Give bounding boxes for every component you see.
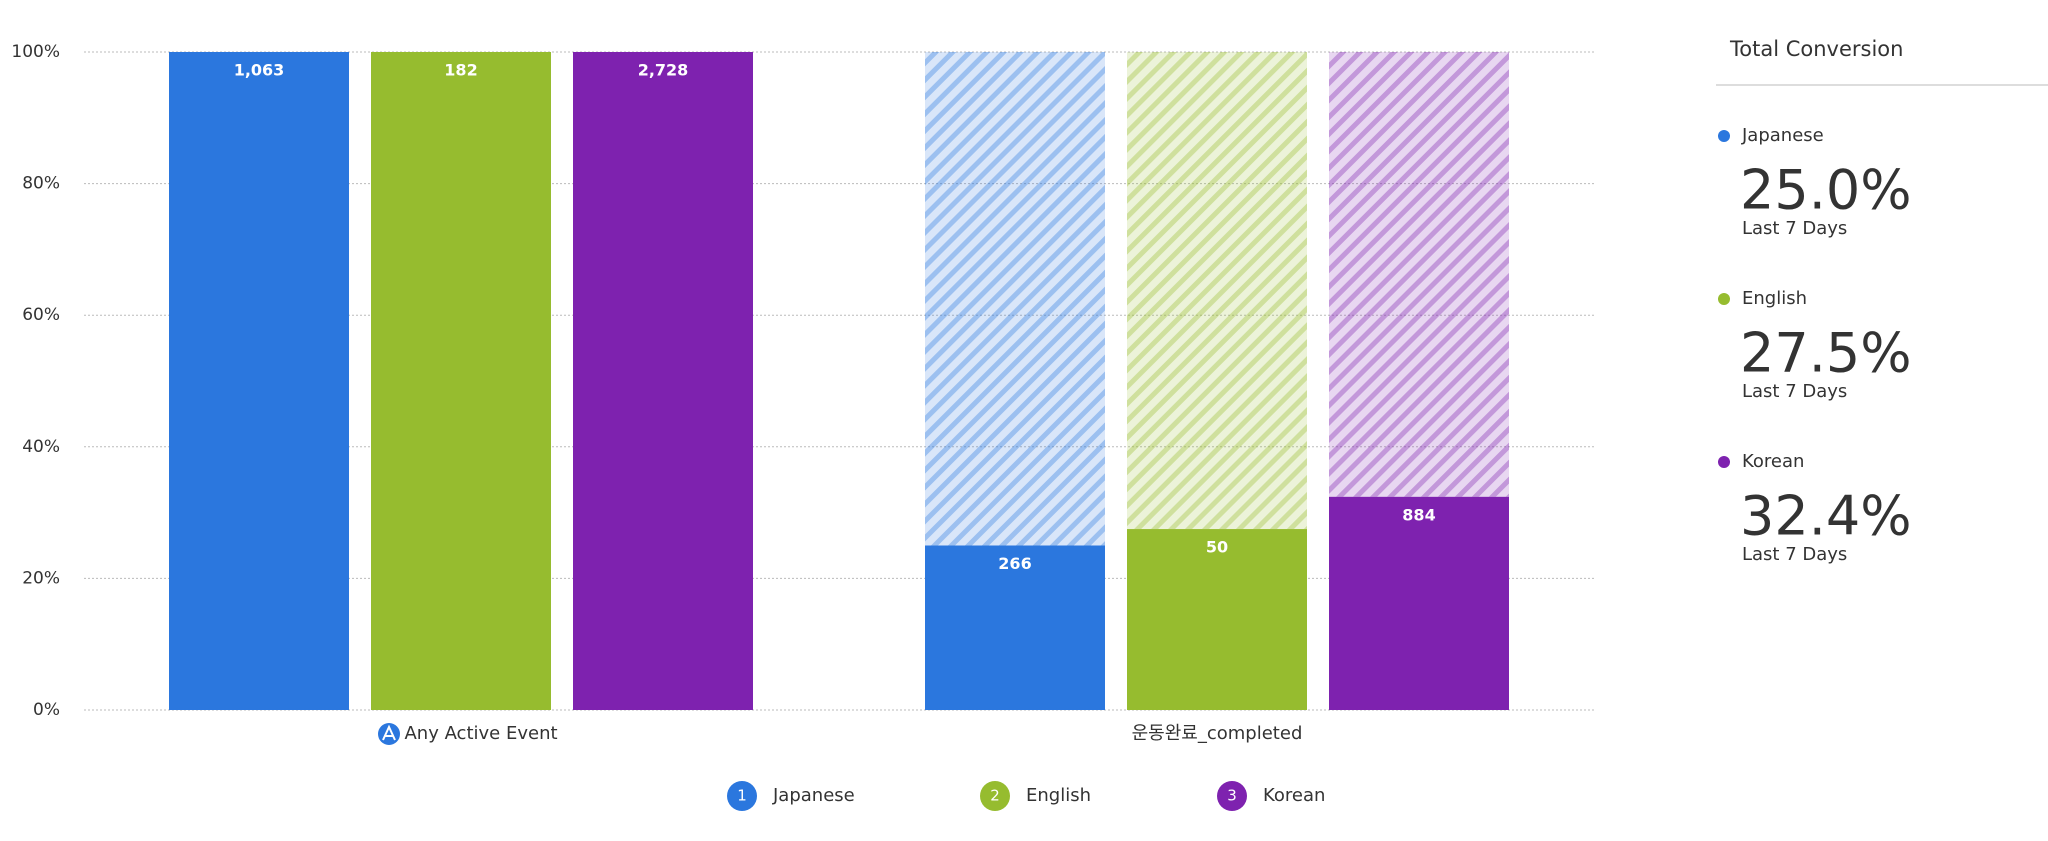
legend-marker-number: 3 <box>1227 787 1237 805</box>
legend-label: Japanese <box>772 785 855 806</box>
dropoff-bar <box>1329 52 1509 497</box>
bar-count-label: 266 <box>998 554 1031 573</box>
legend-label: English <box>1026 785 1091 806</box>
panel-series-name: Korean <box>1742 451 1804 472</box>
y-tick-label: 20% <box>22 568 60 588</box>
bar-count-label: 182 <box>444 61 477 80</box>
panel-conversion: 27.5% <box>1740 322 1912 385</box>
legend-marker-number: 1 <box>737 787 747 805</box>
panel-dot <box>1718 293 1730 305</box>
bar-count-label: 2,728 <box>638 61 689 80</box>
bar-count-label: 50 <box>1206 538 1228 557</box>
bar <box>925 545 1105 710</box>
bar-count-label: 1,063 <box>234 61 285 80</box>
legend-marker <box>980 781 1010 811</box>
panel-title: Total Conversion <box>1729 37 1903 61</box>
y-tick-label: 80% <box>22 174 60 194</box>
bar <box>573 52 753 710</box>
panel-period: Last 7 Days <box>1742 218 1847 239</box>
panel-dot <box>1718 456 1730 468</box>
dropoff-bar <box>1127 52 1307 530</box>
bar <box>1127 529 1307 710</box>
panel-conversion: 32.4% <box>1740 485 1912 548</box>
bar <box>371 52 551 710</box>
x-tick-label: Any Active Event <box>404 723 557 744</box>
legend-marker <box>1217 781 1247 811</box>
y-tick-label: 0% <box>33 700 60 720</box>
panel-period: Last 7 Days <box>1742 544 1847 565</box>
legend-marker <box>727 781 757 811</box>
panel-dot <box>1718 130 1730 142</box>
panel-series-name: Japanese <box>1741 125 1824 146</box>
y-tick-label: 100% <box>11 42 60 62</box>
panel-period: Last 7 Days <box>1742 381 1847 402</box>
panel-conversion: 25.0% <box>1740 159 1912 222</box>
y-tick-label: 40% <box>22 437 60 457</box>
panel-series-name: English <box>1742 288 1807 309</box>
event-icon-glyph <box>382 724 396 741</box>
y-tick-label: 60% <box>22 305 60 325</box>
legend-label: Korean <box>1263 785 1325 806</box>
bar <box>1329 496 1509 710</box>
x-tick-label: 운동완료_completed <box>1132 723 1303 744</box>
legend-marker-number: 2 <box>990 787 1000 805</box>
dropoff-bar <box>925 52 1105 546</box>
bar <box>169 52 349 710</box>
bar-count-label: 884 <box>1402 505 1435 524</box>
